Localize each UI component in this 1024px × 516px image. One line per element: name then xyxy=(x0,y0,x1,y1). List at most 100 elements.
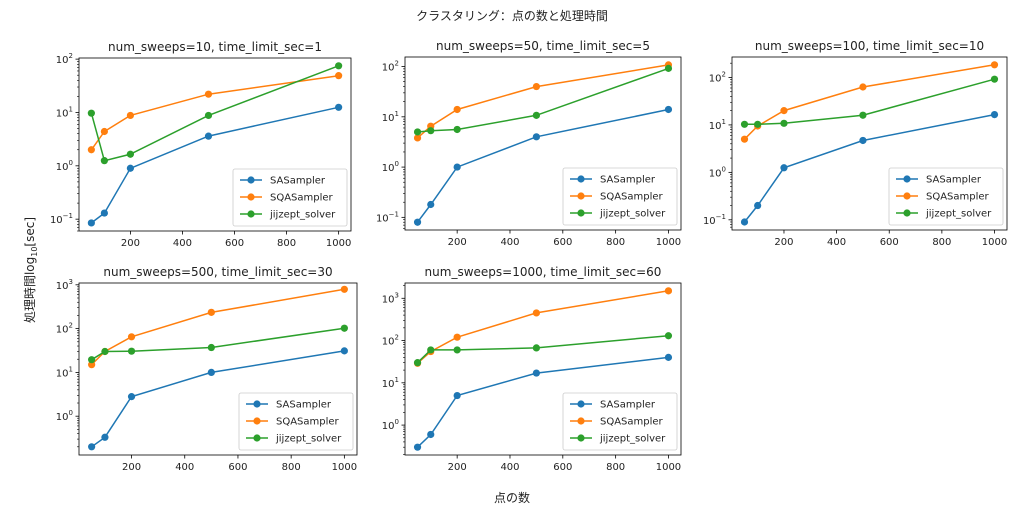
y-axis-label-sub: 10 xyxy=(30,247,39,257)
x-tick-label: 1000 xyxy=(656,462,681,473)
data-point-jijzept_solver xyxy=(780,119,788,127)
data-point-SQASampler xyxy=(532,82,540,91)
x-tick-label: 400 xyxy=(175,462,194,473)
x-tick-label: 200 xyxy=(122,462,141,473)
series-line-SQASampler xyxy=(743,64,995,140)
data-point-SQASampler xyxy=(453,105,461,114)
data-point-SASampler xyxy=(127,393,136,401)
data-point-jijzept_solver xyxy=(427,346,435,354)
legend-label: SQASampler xyxy=(926,192,990,203)
legend-label: SASampler xyxy=(600,175,656,186)
data-point-SQASampler xyxy=(340,285,348,293)
y-axis-label-unit: [sec] xyxy=(23,217,37,247)
data-point-jijzept_solver xyxy=(101,347,109,356)
legend: SASampler SQASampler jijzept_solver xyxy=(562,167,678,226)
y-axis-label: 処理時間log10[sec] xyxy=(23,217,39,323)
data-point-SQASampler xyxy=(780,107,788,115)
axes-frame xyxy=(78,57,352,232)
legend-label: SQASampler xyxy=(600,192,664,203)
y-tick-label: 101 xyxy=(56,365,73,379)
legend: SASampler SQASampler jijzept_solver xyxy=(238,392,354,451)
y-tick-label: 10−1 xyxy=(50,212,73,226)
legend-marker xyxy=(903,175,911,183)
data-point-jijzept_solver xyxy=(100,157,108,165)
data-point-jijzept_solver xyxy=(740,120,749,128)
x-tick-label: 800 xyxy=(606,237,625,248)
x-tick-label: 600 xyxy=(553,462,572,473)
subplot-title: num_sweeps=1000, time_limit_sec=60 xyxy=(425,265,662,279)
y-tick-label: 103 xyxy=(382,291,399,305)
data-point-jijzept_solver xyxy=(859,111,867,119)
x-tick-label: 1000 xyxy=(332,462,357,473)
data-point-SQASampler xyxy=(740,135,749,143)
x-tick-label: 800 xyxy=(282,462,301,473)
legend-label: jijzept_solver xyxy=(269,210,336,221)
subplot-4: num_sweeps=500, time_limit_sec=30 200 400 6… xyxy=(56,265,358,473)
data-point-SQASampler xyxy=(413,134,422,142)
legend-marker xyxy=(577,400,585,408)
data-point-jijzept_solver xyxy=(990,75,999,83)
y-tick-label: 102 xyxy=(709,70,726,84)
legend-label: SQASampler xyxy=(276,417,340,428)
x-tick-label: 200 xyxy=(774,237,793,248)
data-point-SASampler xyxy=(204,132,213,140)
data-point-SASampler xyxy=(859,136,867,145)
y-tick-label: 100 xyxy=(56,159,73,173)
legend-label: SASampler xyxy=(276,400,332,411)
figure-title: クラスタリング：点の数と処理時間 xyxy=(416,8,608,23)
x-tick-label: 800 xyxy=(277,238,296,249)
data-point-SASampler xyxy=(126,164,135,172)
axes-frame xyxy=(404,56,682,231)
data-point-SASampler xyxy=(340,347,348,355)
y-tick-label: 103 xyxy=(56,278,73,292)
y-tick-label: 101 xyxy=(56,105,73,119)
data-point-SASampler xyxy=(453,391,461,400)
x-tick-label: 200 xyxy=(448,462,467,473)
data-point-SASampler xyxy=(664,353,673,361)
subplot-title: num_sweeps=50, time_limit_sec=5 xyxy=(436,39,650,53)
y-tick-label: 10−1 xyxy=(376,210,399,224)
axes-frame xyxy=(731,56,1008,231)
x-tick-label: 400 xyxy=(500,237,519,248)
data-point-jijzept_solver xyxy=(453,346,461,354)
y-tick-label: 102 xyxy=(56,322,73,336)
data-point-SASampler xyxy=(532,369,540,377)
y-tick-label: 102 xyxy=(56,52,73,66)
x-tick-label: 800 xyxy=(606,462,625,473)
x-tick-label: 200 xyxy=(448,237,467,248)
x-tick-label: 600 xyxy=(880,237,899,248)
x-tick-label: 1000 xyxy=(326,238,351,249)
legend-marker xyxy=(577,192,585,200)
x-tick-label: 1000 xyxy=(656,237,681,248)
y-tick-label: 100 xyxy=(56,409,73,423)
subplot-title: num_sweeps=500, time_limit_sec=30 xyxy=(103,265,332,279)
data-point-SASampler xyxy=(754,201,762,210)
series-line-jijzept_solver xyxy=(91,327,345,361)
y-tick-label: 100 xyxy=(382,160,399,174)
legend-marker xyxy=(577,175,585,183)
x-tick-label: 600 xyxy=(228,462,247,473)
x-tick-label: 400 xyxy=(827,237,846,248)
data-point-jijzept_solver xyxy=(754,120,762,128)
data-point-SASampler xyxy=(413,218,422,226)
data-point-SQASampler xyxy=(990,61,999,69)
axes-frame xyxy=(78,282,358,456)
data-point-jijzept_solver xyxy=(664,332,673,340)
y-tick-label: 101 xyxy=(382,376,399,390)
legend-label: SASampler xyxy=(600,400,656,411)
data-point-jijzept_solver xyxy=(427,127,435,135)
data-point-SQASampler xyxy=(532,309,540,317)
data-point-jijzept_solver xyxy=(413,128,422,136)
data-point-SASampler xyxy=(87,219,95,227)
legend-marker xyxy=(577,417,585,425)
legend-marker xyxy=(903,192,911,200)
legend-label: jijzept_solver xyxy=(925,209,992,220)
data-point-jijzept_solver xyxy=(335,62,343,70)
data-point-SASampler xyxy=(335,103,343,111)
x-tick-label: 400 xyxy=(500,462,519,473)
legend-box xyxy=(232,168,348,227)
legend-marker xyxy=(253,434,261,442)
subplot-3: num_sweeps=100, time_limit_sec=10 200 400 6… xyxy=(703,39,1008,248)
y-tick-label: 100 xyxy=(709,165,726,179)
x-tick-label: 1000 xyxy=(982,237,1007,248)
